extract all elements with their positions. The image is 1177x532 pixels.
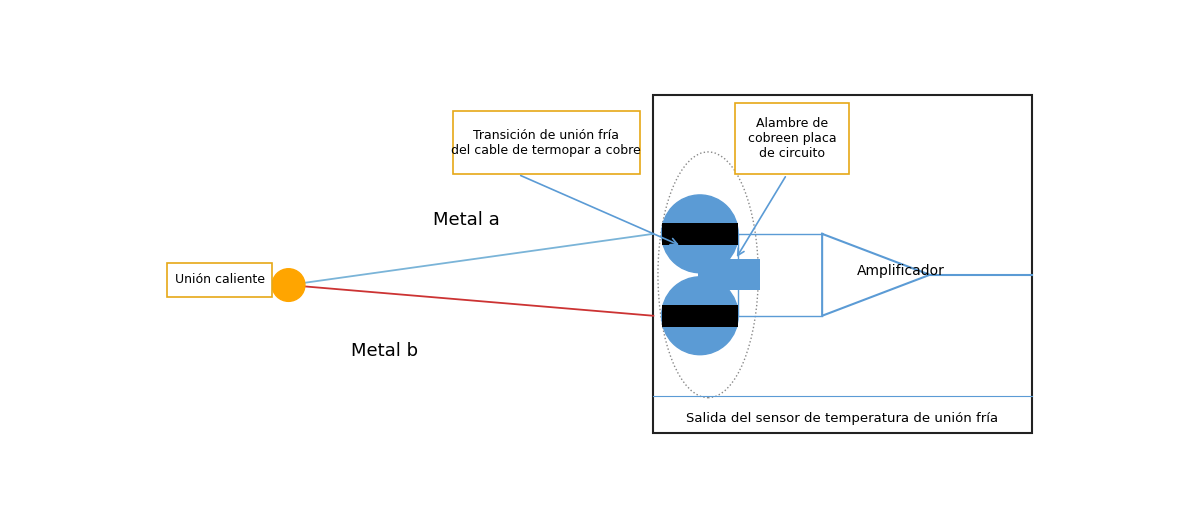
- Bar: [453, 111, 640, 174]
- Text: Amplificador: Amplificador: [857, 264, 945, 278]
- Bar: [698, 260, 760, 290]
- Bar: [736, 103, 850, 174]
- Bar: [661, 222, 738, 245]
- Ellipse shape: [661, 277, 738, 355]
- Text: Alambre de
cobreen placa
de circuito: Alambre de cobreen placa de circuito: [749, 117, 837, 160]
- Ellipse shape: [661, 195, 738, 273]
- Text: Salida del sensor de temperatura de unión fría: Salida del sensor de temperatura de unió…: [686, 412, 998, 425]
- Text: Metal b: Metal b: [351, 342, 418, 360]
- Bar: [653, 95, 1032, 433]
- Bar: [661, 304, 738, 327]
- Ellipse shape: [272, 269, 305, 301]
- Text: Transición de unión fría
del cable de termopar a cobre: Transición de unión fría del cable de te…: [451, 129, 641, 157]
- Text: Unión caliente: Unión caliente: [174, 273, 265, 286]
- Text: Metal a: Metal a: [433, 211, 500, 229]
- Bar: [167, 262, 272, 297]
